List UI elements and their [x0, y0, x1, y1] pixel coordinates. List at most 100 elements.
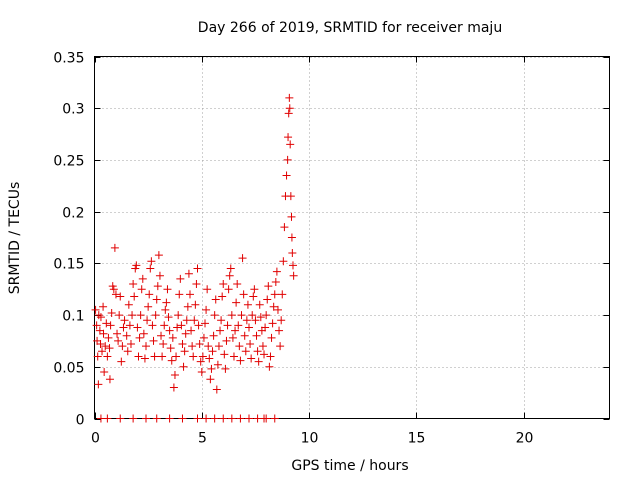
data-point [285, 104, 294, 113]
data-point [103, 414, 112, 423]
data-point [129, 414, 138, 423]
data-point [129, 280, 138, 289]
data-point [164, 313, 173, 322]
data-point [158, 352, 167, 361]
data-point [185, 290, 194, 299]
data-point [205, 354, 214, 363]
data-point [285, 93, 294, 102]
data-point [197, 367, 206, 376]
data-point [247, 354, 256, 363]
data-point [91, 305, 100, 314]
data-point [139, 329, 148, 338]
data-point [196, 357, 205, 366]
data-point [98, 347, 107, 356]
x-tick-label: 15 [408, 431, 426, 447]
data-point [100, 367, 109, 376]
data-point [159, 340, 168, 349]
data-point [282, 171, 291, 180]
data-point [287, 212, 296, 221]
y-tick-label: 0.35 [53, 51, 84, 67]
data-point [208, 347, 217, 356]
data-point [220, 350, 229, 359]
data-point [232, 298, 241, 307]
data-point [189, 352, 198, 361]
data-point [143, 316, 152, 325]
data-point [146, 264, 155, 273]
data-point [187, 326, 196, 335]
data-point [154, 251, 163, 260]
data-point [147, 257, 156, 266]
x-tick-label: 10 [301, 431, 319, 447]
data-point [124, 300, 133, 309]
data-point [136, 311, 145, 320]
data-point [188, 342, 197, 351]
data-point [103, 352, 112, 361]
data-point [265, 362, 274, 371]
x-axis-label: GPS time / hours [291, 458, 408, 474]
x-tick-label: 20 [516, 431, 534, 447]
data-point [153, 282, 162, 291]
data-point [181, 329, 190, 338]
data-point [110, 243, 119, 252]
data-points [91, 93, 298, 423]
data-point [203, 285, 212, 294]
data-point [202, 305, 211, 314]
data-point [226, 264, 235, 273]
data-point [93, 352, 102, 361]
data-point [221, 364, 230, 373]
data-point [152, 295, 161, 304]
data-point [284, 109, 293, 118]
data-point [269, 302, 278, 311]
data-point [240, 331, 249, 340]
data-point [178, 340, 187, 349]
data-point [266, 352, 275, 361]
data-point [195, 340, 204, 349]
data-point [288, 261, 297, 270]
data-point [99, 302, 108, 311]
data-point [207, 364, 216, 373]
y-axis-label: SRMTID / TECUs [7, 182, 23, 295]
data-point [175, 290, 184, 299]
data-point [236, 356, 245, 365]
data-point [137, 285, 146, 294]
data-point [229, 352, 238, 361]
y-tick-label: 0 [76, 413, 85, 429]
data-point [142, 342, 150, 351]
data-point [286, 140, 295, 149]
data-point [176, 274, 185, 283]
data-point [151, 311, 160, 320]
data-point [113, 329, 122, 338]
data-point [173, 323, 182, 332]
data-point [191, 300, 200, 309]
data-point [94, 311, 103, 320]
y-tick-label: 0.1 [62, 309, 84, 325]
data-point [192, 280, 201, 289]
data-point [251, 316, 260, 325]
data-point [120, 316, 129, 325]
data-point [142, 414, 150, 423]
data-point [178, 414, 187, 423]
data-point [198, 352, 207, 361]
data-point [239, 290, 248, 299]
data-point [104, 333, 113, 342]
data-point [284, 133, 293, 142]
data-point [278, 290, 287, 299]
data-point [190, 316, 199, 325]
data-point [114, 336, 123, 345]
data-point [92, 321, 101, 330]
data-point [245, 414, 253, 423]
data-point [213, 360, 222, 369]
data-point [227, 414, 236, 423]
data-point [242, 316, 251, 325]
data-point [118, 342, 127, 351]
data-point [155, 271, 164, 280]
data-point [288, 249, 297, 258]
data-point [107, 309, 116, 318]
data-point [184, 269, 193, 278]
data-point [250, 285, 259, 294]
data-point [157, 331, 166, 340]
data-point [145, 290, 154, 299]
data-point [273, 305, 282, 314]
data-point [211, 295, 220, 304]
